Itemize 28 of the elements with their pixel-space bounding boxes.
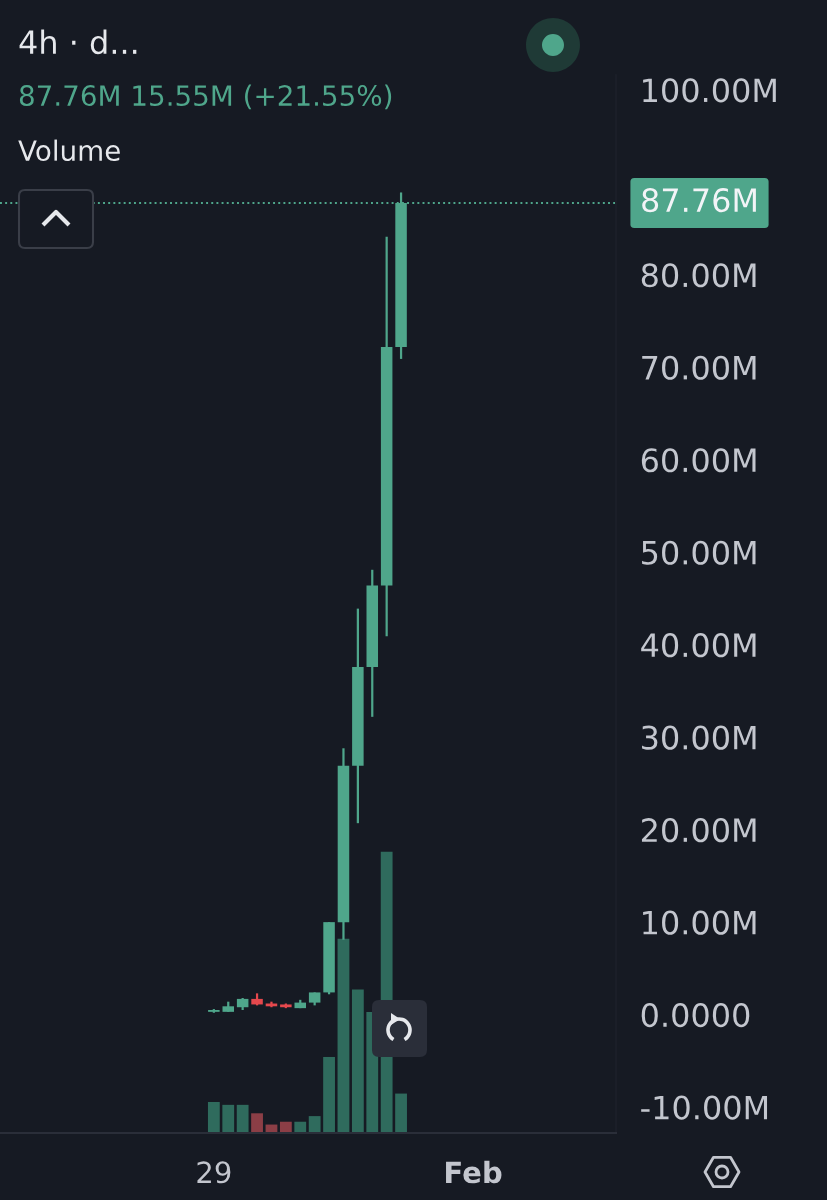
y-tick-label: 0.0000 (641, 1003, 750, 1028)
x-tick-label: 29 (197, 1161, 231, 1184)
chart-title: 4h · d... (19, 29, 137, 55)
bar (351, 989, 364, 1133)
y-tick-label: -10.00M (641, 1095, 768, 1120)
y-tick-label: 30.00M (642, 725, 756, 750)
y-tick-label: 50.00M (642, 540, 756, 565)
bar (308, 1116, 321, 1133)
y-tick-label: 60.00M (641, 448, 756, 473)
bar (236, 1104, 249, 1133)
y-tick-label: 70.00M (642, 355, 756, 380)
bar (222, 1104, 235, 1133)
y-tick-label: 100.00M (643, 78, 776, 103)
bar (323, 1056, 335, 1133)
ref-line-label: 87.76M (642, 188, 756, 213)
y-tick-label: 10.00M (643, 910, 756, 935)
bar (337, 938, 350, 1133)
bar (395, 1093, 407, 1133)
bar (279, 1121, 292, 1133)
bar (207, 1102, 220, 1133)
y-tick-label: 20.00M (641, 818, 756, 843)
chart-title: Volume (18, 139, 120, 162)
bar (294, 1121, 307, 1133)
y-tick-label: 80.00M (641, 263, 756, 288)
chart-subtitle: 87.76M 15.55M (+21.55%) (19, 84, 392, 110)
bar (251, 1113, 263, 1133)
x-tick-label: Feb (446, 1160, 502, 1184)
y-tick-label: 40.00M (641, 633, 756, 658)
